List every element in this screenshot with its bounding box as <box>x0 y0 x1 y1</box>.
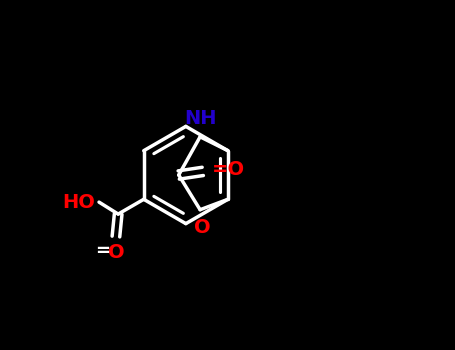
Text: =O: =O <box>212 160 245 179</box>
Text: HO: HO <box>63 193 96 212</box>
Text: O: O <box>108 244 124 262</box>
Text: =: = <box>95 242 110 260</box>
Text: NH: NH <box>184 109 216 128</box>
Text: O: O <box>193 218 210 237</box>
